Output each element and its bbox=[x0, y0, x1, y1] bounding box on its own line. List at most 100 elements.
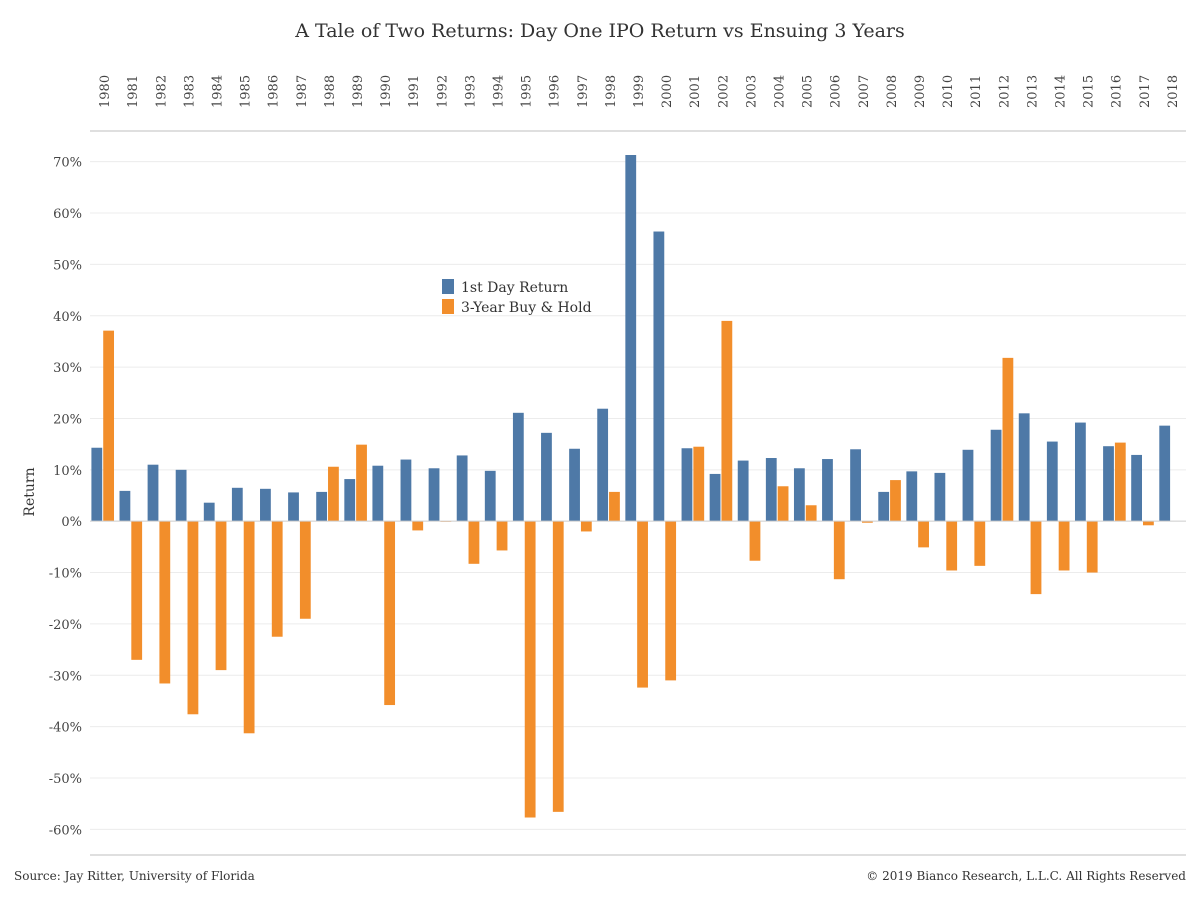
year-label-1981: 1981 bbox=[126, 75, 141, 108]
y-tick-label: 20% bbox=[53, 412, 82, 427]
bar-1st-day-return-1999 bbox=[625, 155, 637, 522]
year-label-2012: 2012 bbox=[997, 75, 1012, 108]
year-label-2014: 2014 bbox=[1054, 75, 1069, 108]
year-label-1996: 1996 bbox=[548, 75, 563, 108]
bar-3-year-buy-hold-1982 bbox=[159, 521, 171, 684]
bar-3-year-buy-hold-1986 bbox=[271, 521, 283, 637]
y-axis-label: Return bbox=[22, 467, 38, 516]
chart-title: A Tale of Two Returns: Day One IPO Retur… bbox=[294, 20, 905, 42]
y-tick-label: 10% bbox=[53, 464, 82, 479]
year-label-1988: 1988 bbox=[323, 75, 338, 108]
bar-3-year-buy-hold-1997 bbox=[580, 521, 592, 532]
bar-3-year-buy-hold-2004 bbox=[777, 486, 789, 522]
bar-3-year-buy-hold-1994 bbox=[496, 521, 508, 551]
bar-3-year-buy-hold-1991 bbox=[412, 521, 424, 531]
year-label-2010: 2010 bbox=[941, 75, 956, 108]
bar-3-year-buy-hold-1987 bbox=[299, 521, 311, 619]
year-label-1998: 1998 bbox=[604, 75, 619, 108]
y-tick-label: 70% bbox=[53, 156, 82, 171]
year-label-1984: 1984 bbox=[210, 75, 225, 108]
bar-3-year-buy-hold-2011 bbox=[974, 521, 986, 566]
bar-1st-day-return-2017 bbox=[1131, 454, 1142, 522]
bar-3-year-buy-hold-2005 bbox=[805, 505, 817, 522]
bar-3-year-buy-hold-1995 bbox=[524, 521, 536, 818]
year-label-2016: 2016 bbox=[1110, 75, 1125, 108]
bar-1st-day-return-2016 bbox=[1103, 446, 1114, 522]
bar-3-year-buy-hold-1990 bbox=[384, 521, 396, 706]
bar-3-year-buy-hold-2007 bbox=[861, 521, 873, 523]
year-label-1986: 1986 bbox=[267, 75, 282, 108]
year-label-2018: 2018 bbox=[1166, 75, 1181, 108]
bar-1st-day-return-2002 bbox=[709, 473, 721, 522]
bar-3-year-buy-hold-1988 bbox=[328, 466, 339, 522]
bar-1st-day-return-2005 bbox=[793, 468, 805, 522]
bar-3-year-buy-hold-1985 bbox=[243, 521, 255, 734]
year-label-1982: 1982 bbox=[154, 75, 169, 108]
y-tick-label: 60% bbox=[53, 207, 82, 222]
year-label-1993: 1993 bbox=[463, 75, 478, 108]
y-tick-label: -50% bbox=[49, 772, 82, 787]
bar-1st-day-return-1996 bbox=[541, 432, 552, 522]
bar-1st-day-return-2000 bbox=[653, 231, 665, 522]
year-label-2017: 2017 bbox=[1138, 75, 1153, 108]
bars bbox=[91, 155, 1171, 818]
bar-3-year-buy-hold-2009 bbox=[918, 521, 929, 548]
y-tick-label: -60% bbox=[49, 823, 82, 838]
bar-1st-day-return-1990 bbox=[372, 465, 384, 522]
y-tick-label: 0% bbox=[61, 515, 82, 530]
y-tick-label: -40% bbox=[49, 721, 82, 736]
bar-3-year-buy-hold-2000 bbox=[665, 521, 677, 681]
year-label-2001: 2001 bbox=[688, 75, 703, 108]
copyright-note: © 2019 Bianco Research, L.L.C. All Right… bbox=[866, 869, 1186, 883]
year-label-2003: 2003 bbox=[744, 75, 759, 108]
year-label-1997: 1997 bbox=[576, 75, 591, 108]
bar-1st-day-return-1998 bbox=[597, 408, 609, 522]
bar-1st-day-return-1986 bbox=[260, 488, 271, 522]
bar-1st-day-return-2014 bbox=[1046, 441, 1058, 522]
bar-3-year-buy-hold-1981 bbox=[131, 521, 143, 660]
bar-3-year-buy-hold-2006 bbox=[833, 521, 845, 580]
year-label-2009: 2009 bbox=[913, 75, 928, 108]
legend-swatch-1st-day-return bbox=[442, 279, 454, 294]
year-label-1999: 1999 bbox=[632, 75, 647, 108]
y-tick-labels: 70% 60% 50% 40% 30% 20% 10% 0% -10% -20% -30% -40% -… bbox=[49, 156, 82, 839]
year-label-2008: 2008 bbox=[885, 75, 900, 108]
bar-1st-day-return-1985 bbox=[231, 487, 243, 522]
bar-3-year-buy-hold-1980 bbox=[103, 330, 115, 522]
legend-swatch-3yr-buy-hold bbox=[442, 299, 454, 314]
bar-3-year-buy-hold-2003 bbox=[749, 521, 761, 561]
bar-1st-day-return-2018 bbox=[1159, 425, 1171, 522]
bar-1st-day-return-2007 bbox=[850, 449, 861, 522]
y-tick-label: -10% bbox=[49, 567, 82, 582]
bar-1st-day-return-1983 bbox=[175, 469, 187, 522]
y-tick-label: 30% bbox=[53, 361, 82, 376]
bar-1st-day-return-1980 bbox=[91, 447, 103, 522]
bar-3-year-buy-hold-2012 bbox=[1002, 357, 1014, 522]
bar-1st-day-return-1994 bbox=[484, 470, 496, 522]
y-tick-label: -30% bbox=[49, 669, 82, 684]
year-label-1991: 1991 bbox=[407, 75, 422, 108]
bar-1st-day-return-1992 bbox=[428, 468, 440, 522]
bar-1st-day-return-2015 bbox=[1074, 422, 1086, 522]
bar-1st-day-return-1997 bbox=[569, 448, 580, 522]
bar-1st-day-return-2013 bbox=[1018, 413, 1030, 522]
year-label-2007: 2007 bbox=[857, 75, 872, 108]
bar-3-year-buy-hold-1998 bbox=[609, 491, 620, 522]
bar-1st-day-return-2003 bbox=[737, 460, 749, 522]
bar-3-year-buy-hold-1996 bbox=[552, 521, 564, 812]
year-label-2002: 2002 bbox=[716, 75, 731, 108]
year-label-1990: 1990 bbox=[379, 75, 394, 108]
year-label-2004: 2004 bbox=[773, 75, 788, 108]
legend: 1st Day Return 3-Year Buy & Hold bbox=[442, 279, 592, 316]
year-label-1994: 1994 bbox=[491, 75, 506, 108]
bar-3-year-buy-hold-2002 bbox=[721, 320, 733, 522]
year-label-2011: 2011 bbox=[969, 75, 984, 108]
bar-3-year-buy-hold-1993 bbox=[468, 521, 480, 564]
year-label-2015: 2015 bbox=[1082, 75, 1097, 108]
bar-3-year-buy-hold-2014 bbox=[1058, 521, 1070, 571]
bar-3-year-buy-hold-2016 bbox=[1114, 442, 1126, 522]
bar-1st-day-return-1988 bbox=[316, 491, 328, 522]
bar-3-year-buy-hold-1984 bbox=[215, 521, 227, 671]
bar-3-year-buy-hold-2015 bbox=[1086, 521, 1098, 573]
